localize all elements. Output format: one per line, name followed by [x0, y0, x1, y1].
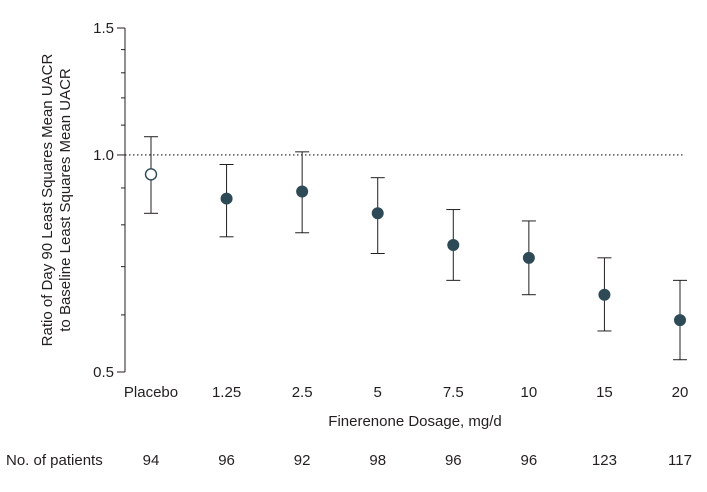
- x-tick-label: 20: [672, 384, 689, 401]
- data-point: [522, 251, 535, 264]
- y-axis-title-line: to Baseline Least Squares Mean UACR: [57, 68, 74, 332]
- patients-count: 92: [293, 452, 311, 469]
- patients-count: 117: [668, 452, 692, 469]
- y-axis-title: Ratio of Day 90 Least Squares Mean UACRt…: [39, 54, 74, 347]
- patients-count: 96: [218, 452, 235, 469]
- data-point: [220, 192, 233, 205]
- y-tick-label: 0.5: [93, 364, 114, 381]
- x-tick-label: 15: [596, 384, 613, 401]
- data-point: [447, 239, 460, 252]
- patients-count: 98: [369, 452, 387, 469]
- x-axis-title: Finerenone Dosage, mg/d: [328, 413, 501, 430]
- x-tick-label: 5: [374, 384, 382, 401]
- patients-label: No. of patients: [6, 452, 103, 469]
- patients-count: 123: [591, 452, 617, 469]
- x-tick-label: 2.5: [292, 384, 313, 401]
- patients-count: 96: [520, 452, 538, 469]
- y-tick-label: 1.0: [93, 147, 114, 164]
- x-tick-label: 7.5: [443, 384, 464, 401]
- y-axis-title-line: Ratio of Day 90 Least Squares Mean UACR: [39, 54, 56, 347]
- chart: 0.5 1.0 1.5 Placebo 1.25 2.5 5 7.5 10 15 20 Fineren…: [39, 20, 689, 430]
- data-point: [296, 185, 309, 198]
- data-point: [674, 314, 686, 327]
- y-tick-label: 1.5: [93, 20, 114, 37]
- x-tick-label: 10: [521, 384, 538, 401]
- data-point-open: [144, 168, 158, 181]
- patients-row: No. of patients 94 96 92 98 96 96 123 117: [0, 452, 707, 476]
- data-point: [371, 207, 384, 220]
- patients-count: 94: [142, 452, 160, 469]
- data-point: [598, 288, 611, 301]
- x-tick-label: 1.25: [212, 384, 241, 401]
- x-tick-label: Placebo: [124, 384, 178, 401]
- patients-count: 96: [444, 452, 462, 469]
